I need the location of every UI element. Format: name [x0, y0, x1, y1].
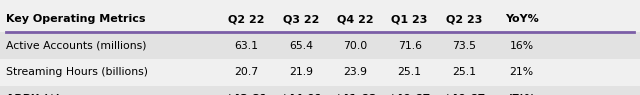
- Text: 65.4: 65.4: [289, 41, 313, 51]
- Text: Streaming Hours (billions): Streaming Hours (billions): [6, 67, 148, 77]
- Text: Key Operating Metrics: Key Operating Metrics: [6, 14, 146, 24]
- Bar: [0, 86, 640, 95]
- Text: $44.01: $44.01: [280, 94, 322, 95]
- Bar: [0, 59, 640, 86]
- Text: Q2 23: Q2 23: [446, 14, 482, 24]
- Text: $40.67: $40.67: [388, 94, 431, 95]
- Text: 21.9: 21.9: [289, 67, 313, 77]
- Text: Q4 22: Q4 22: [337, 14, 374, 24]
- Text: (7)%: (7)%: [508, 94, 536, 95]
- Text: 73.5: 73.5: [452, 41, 476, 51]
- Text: Q2 22: Q2 22: [228, 14, 265, 24]
- Text: 16%: 16%: [509, 41, 534, 51]
- Text: $40.67: $40.67: [443, 94, 485, 95]
- Bar: [0, 32, 640, 59]
- Text: YoY%: YoY%: [505, 14, 538, 24]
- Text: 20.7: 20.7: [234, 67, 259, 77]
- Text: Q1 23: Q1 23: [392, 14, 428, 24]
- Text: 63.1: 63.1: [234, 41, 259, 51]
- Text: 25.1: 25.1: [397, 67, 422, 77]
- Text: 70.0: 70.0: [343, 41, 367, 51]
- Bar: [0, 6, 640, 32]
- Text: $43.81: $43.81: [225, 94, 268, 95]
- Text: Active Accounts (millions): Active Accounts (millions): [6, 41, 147, 51]
- Text: 21%: 21%: [509, 67, 534, 77]
- Text: 23.9: 23.9: [343, 67, 367, 77]
- Text: $41.68: $41.68: [334, 94, 376, 95]
- Text: Q3 22: Q3 22: [283, 14, 319, 24]
- Text: 71.6: 71.6: [397, 41, 422, 51]
- Text: 25.1: 25.1: [452, 67, 476, 77]
- Text: ARPU ($): ARPU ($): [6, 94, 61, 95]
